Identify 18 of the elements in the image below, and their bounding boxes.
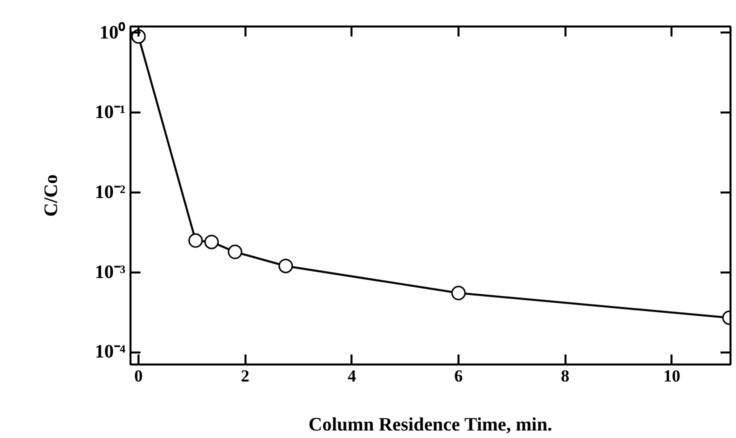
point	[204, 234, 219, 250]
y-tick-label: 10⁻¹	[94, 102, 126, 124]
point	[278, 258, 293, 274]
point	[451, 286, 466, 300]
y-tick-label: 10⁰	[100, 21, 126, 44]
y-tick-label: 10⁻²	[94, 182, 126, 203]
y-tick-label: 10⁻³	[94, 262, 126, 283]
x-tick-label: 6	[454, 366, 463, 386]
point	[228, 244, 242, 260]
x-tick-label: 0	[134, 366, 143, 386]
x-tick-label: 4	[348, 366, 357, 386]
x-tick-label: 10	[663, 366, 680, 386]
x-tick-label: 2	[240, 366, 250, 386]
x-axis-title: Column Residence Time, min.	[308, 414, 552, 436]
point	[188, 233, 203, 248]
x-tick-label: 8	[560, 366, 570, 386]
y-tick-label: 10⁻⁴	[94, 342, 126, 363]
y-axis-title: C/Co	[40, 174, 62, 217]
